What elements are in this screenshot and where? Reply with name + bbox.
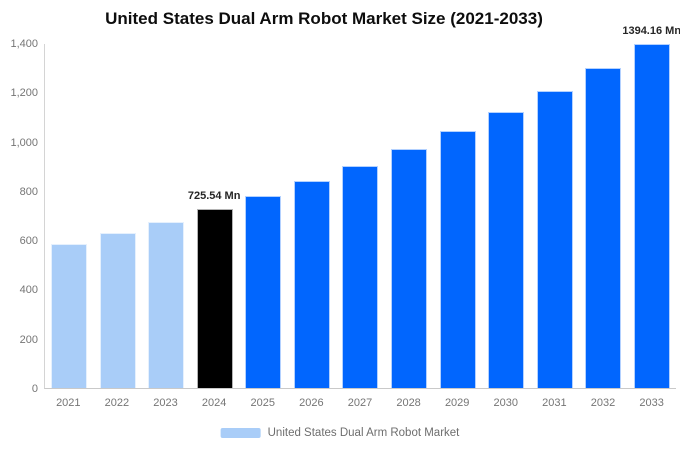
legend-item[interactable]: United States Dual Arm Robot Market [220, 427, 460, 439]
y-axis-tick-label: 600 [19, 235, 38, 248]
bar-2026[interactable] [293, 181, 330, 388]
y-axis: 1,400 1,200 1,000 800 600 400 200 0 [0, 38, 38, 395]
plot-area [44, 44, 676, 389]
x-axis-label-2032: 2032 [590, 397, 616, 409]
bar-2032[interactable] [585, 68, 622, 388]
bar-slot-2028 [385, 44, 434, 388]
bar-2023[interactable] [148, 221, 185, 388]
bar-slot-2030 [482, 44, 531, 388]
bar-2024[interactable] [196, 209, 233, 388]
x-axis: 2021 2022 2023 2024 2025 2026 2027 2028 2029 2030… [44, 396, 676, 410]
bar-2033[interactable] [633, 44, 670, 388]
bar-slot-2024 [191, 44, 240, 388]
y-axis-tick-label: 1,400 [10, 38, 38, 50]
y-axis-tick-label: 1,000 [10, 136, 38, 149]
x-axis-label-2028: 2028 [396, 397, 421, 409]
y-axis-tick-label: 800 [19, 185, 38, 198]
bar-value-label-2024: 725.54 Mn [187, 190, 241, 203]
bar-slot-2025 [239, 44, 288, 388]
bar-slot-2022 [94, 44, 143, 388]
x-axis-label-2021: 2021 [56, 397, 81, 409]
x-axis-label-2023: 2023 [153, 397, 178, 409]
x-axis-label-2026: 2026 [299, 397, 324, 409]
y-axis-tick-label: 200 [19, 333, 38, 346]
x-axis-label-2033: 2033 [639, 397, 664, 409]
legend-label: United States Dual Arm Robot Market [267, 427, 460, 439]
bar-slot-2023 [142, 44, 191, 388]
y-axis-tick-label: 1,200 [10, 87, 38, 100]
bar-2030[interactable] [488, 111, 525, 388]
x-axis-label-2024: 2024 [201, 397, 227, 409]
x-axis-label-2025: 2025 [250, 397, 275, 409]
bars-row [45, 44, 676, 388]
bar-2028[interactable] [390, 149, 427, 388]
y-axis-tick-label: 400 [19, 284, 38, 297]
legend-swatch [220, 428, 261, 438]
bar-slot-2021 [45, 44, 94, 388]
bar-slot-2027 [336, 44, 385, 388]
bar-slot-2033 [627, 44, 676, 388]
x-axis-label-2029: 2029 [444, 397, 470, 409]
bar-slot-2029 [433, 44, 482, 388]
chart-title: United States Dual Arm Robot Market Size… [105, 9, 543, 28]
bar-slot-2026 [288, 44, 337, 388]
x-axis-label-2027: 2027 [347, 397, 373, 409]
bar-value-label-2033: 1394.16 Mn [622, 25, 680, 38]
x-axis-label-2030: 2030 [493, 397, 519, 409]
bar-2029[interactable] [439, 131, 476, 388]
y-axis-tick-label: 0 [31, 383, 38, 395]
bar-slot-2031 [530, 44, 579, 388]
bar-2025[interactable] [245, 195, 282, 388]
bar-2027[interactable] [342, 165, 379, 388]
bar-slot-2032 [579, 44, 628, 388]
bar-2031[interactable] [536, 90, 573, 388]
x-axis-label-2031: 2031 [542, 397, 567, 409]
x-axis-label-2022: 2022 [104, 397, 130, 409]
bar-2021[interactable] [51, 244, 88, 388]
bar-2022[interactable] [99, 233, 136, 388]
